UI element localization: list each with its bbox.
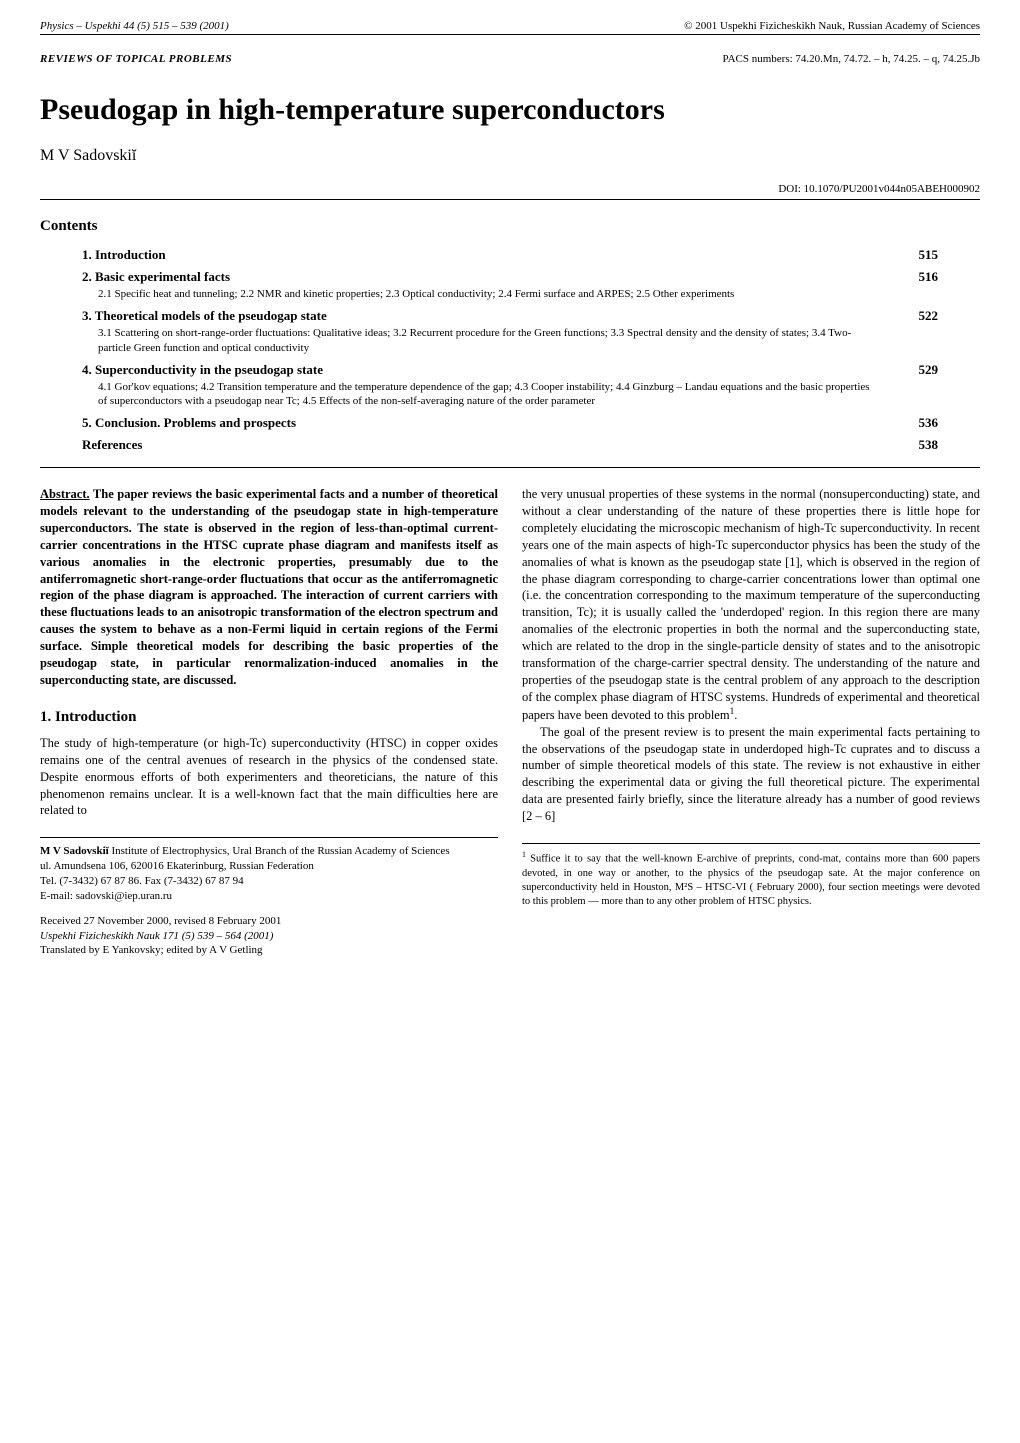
journal-copyright: © 2001 Uspekhi Fizicheskikh Nauk, Russia… bbox=[684, 20, 980, 32]
footnote-block: 1 Suffice it to say that the well-known … bbox=[522, 843, 980, 909]
toc-num: 3. bbox=[82, 308, 92, 323]
journal-citation: Physics – Uspekhi 44 (5) 515 – 539 (2001… bbox=[40, 20, 229, 32]
pacs-numbers: PACS numbers: 74.20.Mn, 74.72. – h, 74.2… bbox=[722, 53, 980, 65]
toc-page: 515 bbox=[919, 247, 939, 263]
intro-continuation: the very unusual properties of these sys… bbox=[522, 486, 980, 723]
affiliation-block: M V Sadovskiĭ Institute of Electrophysic… bbox=[40, 837, 498, 958]
toc-title: References bbox=[82, 437, 142, 452]
toc-num: 5. bbox=[82, 415, 92, 430]
author-name: M V Sadovskiĭ bbox=[40, 147, 980, 165]
affil-institute: Institute of Electrophysics, Ural Branch… bbox=[109, 845, 450, 857]
table-of-contents: 1. Introduction 515 2. Basic experimenta… bbox=[40, 247, 980, 453]
doi: DOI: 10.1070/PU2001v044n05ABEH000902 bbox=[40, 183, 980, 200]
label-pacs-row: REVIEWS OF TOPICAL PROBLEMS PACS numbers… bbox=[40, 53, 980, 65]
toc-page: 538 bbox=[919, 437, 939, 453]
toc-page: 529 bbox=[919, 362, 939, 378]
toc-num: 1. bbox=[82, 247, 92, 262]
affil-translated: Translated by E Yankovsky; edited by A V… bbox=[40, 943, 498, 958]
section-heading-introduction: 1. Introduction bbox=[40, 707, 498, 727]
affil-uspekhi: Uspekhi Fizicheskikh Nauk 171 (5) 539 – … bbox=[40, 929, 498, 944]
toc-page: 516 bbox=[919, 269, 939, 285]
body-two-column: Abstract. The paper reviews the basic ex… bbox=[40, 486, 980, 958]
toc-row: 4. Superconductivity in the pseudogap st… bbox=[82, 362, 938, 378]
affil-received: Received 27 November 2000, revised 8 Feb… bbox=[40, 914, 498, 929]
toc-page: 536 bbox=[919, 415, 939, 431]
toc-row: 1. Introduction 515 bbox=[82, 247, 938, 263]
toc-subitems: 4.1 Gor'kov equations; 4.2 Transition te… bbox=[98, 380, 938, 410]
reviews-section-label: REVIEWS OF TOPICAL PROBLEMS bbox=[40, 53, 232, 65]
contents-heading: Contents bbox=[40, 218, 980, 235]
toc-title: Introduction bbox=[95, 247, 166, 262]
toc-num: 2. bbox=[82, 269, 92, 284]
toc-title: Theoretical models of the pseudogap stat… bbox=[95, 308, 327, 323]
intro-paragraph-2: The goal of the present review is to pre… bbox=[522, 724, 980, 825]
toc-subitems: 3.1 Scattering on short-range-order fluc… bbox=[98, 326, 938, 356]
toc-title: Superconductivity in the pseudogap state bbox=[95, 362, 323, 377]
affil-phone: Tel. (7-3432) 67 87 86. Fax (7-3432) 67 … bbox=[40, 874, 498, 889]
divider bbox=[40, 467, 980, 468]
article-title: Pseudogap in high-temperature supercondu… bbox=[40, 93, 980, 127]
toc-title: Basic experimental facts bbox=[95, 269, 230, 284]
intro-paragraph: The study of high-temperature (or high-T… bbox=[40, 735, 498, 819]
abstract-paragraph: Abstract. The paper reviews the basic ex… bbox=[40, 486, 498, 689]
toc-row: 5. Conclusion. Problems and prospects 53… bbox=[82, 415, 938, 431]
abstract-text: The paper reviews the basic experimental… bbox=[40, 487, 498, 687]
left-column: Abstract. The paper reviews the basic ex… bbox=[40, 486, 498, 958]
toc-row: 2. Basic experimental facts 516 bbox=[82, 269, 938, 285]
toc-row: References 538 bbox=[82, 437, 938, 453]
affil-email: E-mail: sadovski@iep.uran.ru bbox=[40, 889, 498, 904]
footnote-text: Suffice it to say that the well-known E-… bbox=[522, 853, 980, 907]
affil-author: M V Sadovskiĭ bbox=[40, 845, 109, 857]
right-column: the very unusual properties of these sys… bbox=[522, 486, 980, 958]
toc-row: 3. Theoretical models of the pseudogap s… bbox=[82, 308, 938, 324]
toc-page: 522 bbox=[919, 308, 939, 324]
toc-subitems: 2.1 Specific heat and tunneling; 2.2 NMR… bbox=[98, 287, 938, 302]
journal-header-bar: Physics – Uspekhi 44 (5) 515 – 539 (2001… bbox=[40, 20, 980, 35]
toc-title: Conclusion. Problems and prospects bbox=[95, 415, 296, 430]
abstract-label: Abstract. bbox=[40, 487, 90, 501]
affil-address: ul. Amundsena 106, 620016 Ekaterinburg, … bbox=[40, 859, 498, 874]
toc-num: 4. bbox=[82, 362, 92, 377]
